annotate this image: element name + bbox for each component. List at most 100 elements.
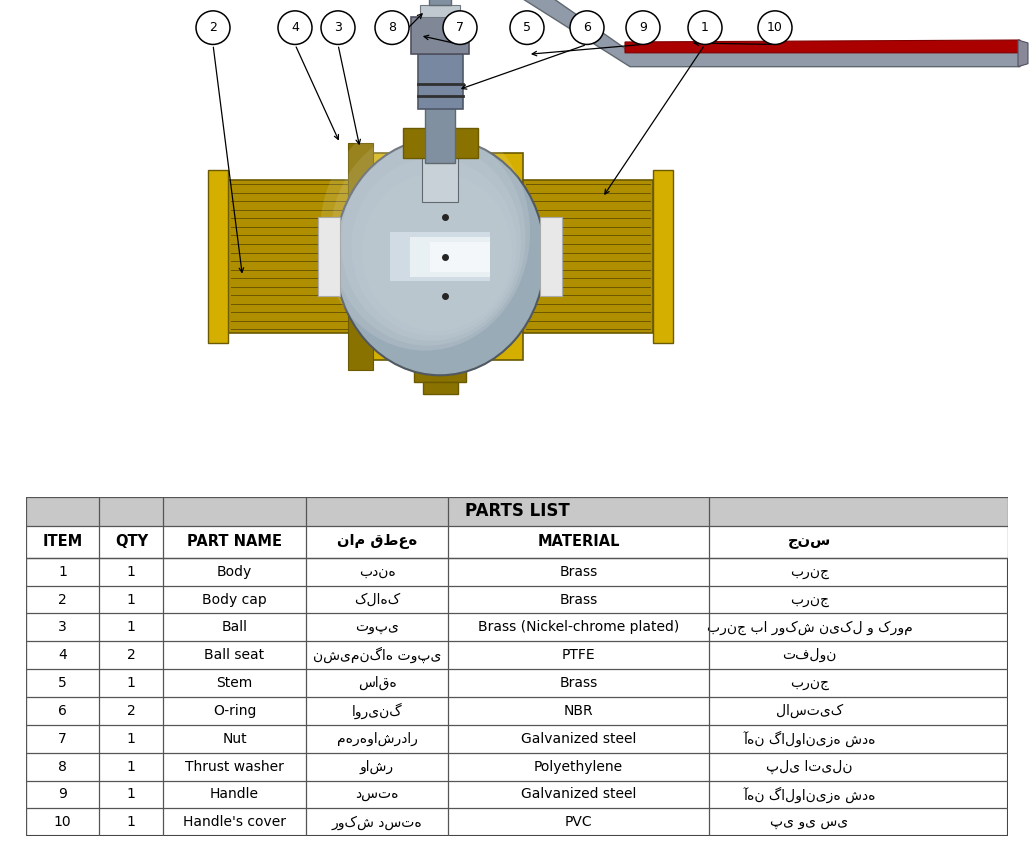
Text: 3: 3: [334, 21, 342, 34]
Bar: [26, 526, 1008, 558]
Text: برنج با روکش نیکل و کروم: برنج با روکش نیکل و کروم: [707, 621, 913, 634]
Text: Handle: Handle: [210, 788, 259, 801]
Text: مهرهواشردار: مهرهواشردار: [336, 732, 418, 746]
Text: 7: 7: [59, 732, 67, 745]
Text: 1: 1: [59, 565, 67, 579]
Text: 8: 8: [59, 760, 67, 773]
Bar: [26, 497, 1008, 526]
Text: 1: 1: [127, 593, 136, 606]
Circle shape: [196, 11, 230, 44]
Text: MATERIAL: MATERIAL: [537, 534, 619, 549]
Text: 1: 1: [127, 676, 136, 690]
Text: O-ring: O-ring: [213, 704, 256, 718]
Circle shape: [375, 11, 409, 44]
Text: لاستیک: لاستیک: [776, 704, 843, 718]
Text: Thrust washer: Thrust washer: [185, 760, 284, 773]
Text: Body cap: Body cap: [202, 593, 267, 606]
Bar: [227, 180, 357, 334]
Bar: [523, 180, 652, 334]
Text: 9: 9: [59, 788, 67, 801]
Bar: [348, 143, 372, 370]
Text: Nut: Nut: [222, 732, 247, 745]
Ellipse shape: [352, 158, 517, 336]
Text: 1: 1: [127, 565, 136, 579]
Circle shape: [278, 11, 312, 44]
Text: پلی اتیلن: پلی اتیلن: [767, 760, 853, 773]
Text: آهن گالوانیزه شده: آهن گالوانیزه شده: [743, 731, 876, 747]
Text: دسته: دسته: [355, 788, 399, 801]
Text: PVC: PVC: [565, 815, 593, 829]
Text: 1: 1: [127, 788, 136, 801]
Text: Galvanized steel: Galvanized steel: [521, 788, 636, 801]
Text: Handle's cover: Handle's cover: [183, 815, 286, 829]
Text: 5: 5: [59, 676, 67, 690]
Text: 2: 2: [127, 649, 136, 662]
Text: 1: 1: [701, 21, 709, 34]
Text: 9: 9: [639, 21, 647, 34]
Bar: [423, 382, 458, 394]
Ellipse shape: [330, 128, 526, 346]
Bar: [410, 237, 490, 277]
Text: 2: 2: [127, 704, 136, 718]
Polygon shape: [448, 0, 1020, 67]
Text: PART NAME: PART NAME: [187, 534, 282, 549]
Circle shape: [510, 11, 544, 44]
Text: Brass: Brass: [560, 676, 598, 690]
Text: Ball seat: Ball seat: [205, 649, 264, 662]
Text: پی وی سی: پی وی سی: [771, 815, 849, 829]
Text: Stem: Stem: [216, 676, 253, 690]
Polygon shape: [625, 40, 1020, 53]
Bar: [418, 54, 462, 109]
Text: PARTS LIST: PARTS LIST: [465, 502, 569, 520]
Text: برنج: برنج: [790, 676, 829, 690]
Text: نشیمنگاه توپی: نشیمنگاه توپی: [313, 647, 441, 663]
Polygon shape: [1018, 40, 1028, 67]
Text: 5: 5: [523, 21, 531, 34]
Text: Brass (Nickel-chrome plated): Brass (Nickel-chrome plated): [477, 621, 679, 634]
Text: Brass: Brass: [560, 593, 598, 606]
Text: واشر: واشر: [360, 760, 394, 773]
Text: تفلون: تفلون: [782, 648, 837, 662]
Bar: [208, 171, 227, 343]
Bar: [429, 0, 451, 5]
Text: جنس: جنس: [788, 534, 831, 549]
Bar: [411, 17, 469, 54]
Text: 10: 10: [54, 815, 71, 829]
Text: برنج: برنج: [790, 593, 829, 606]
Text: QTY: QTY: [115, 534, 148, 549]
Text: Ball: Ball: [221, 621, 248, 634]
Text: Galvanized steel: Galvanized steel: [521, 732, 636, 745]
Text: 2: 2: [209, 21, 217, 34]
Text: 10: 10: [767, 21, 783, 34]
Text: اورینگ: اورینگ: [352, 703, 402, 719]
Text: PTFE: PTFE: [562, 649, 596, 662]
Text: کلاهک: کلاهک: [354, 593, 400, 606]
Ellipse shape: [341, 143, 521, 340]
Circle shape: [321, 11, 355, 44]
Text: نام قطعه: نام قطعه: [336, 534, 417, 549]
Bar: [390, 232, 490, 282]
Text: بدنه: بدنه: [359, 565, 395, 579]
Text: ITEM: ITEM: [42, 534, 82, 549]
Text: 6: 6: [59, 704, 67, 718]
Text: توپی: توپی: [355, 621, 399, 634]
Text: 1: 1: [127, 621, 136, 634]
Ellipse shape: [335, 138, 545, 375]
Bar: [523, 180, 652, 334]
Bar: [227, 180, 357, 334]
Circle shape: [758, 11, 792, 44]
Text: 1: 1: [127, 732, 136, 745]
Circle shape: [443, 11, 477, 44]
Bar: [414, 361, 466, 382]
Text: 8: 8: [388, 21, 396, 34]
Text: 7: 7: [456, 21, 464, 34]
Text: 1: 1: [127, 760, 136, 773]
Bar: [402, 128, 477, 158]
Ellipse shape: [320, 114, 530, 351]
Text: 4: 4: [59, 649, 67, 662]
Text: NBR: NBR: [564, 704, 594, 718]
Text: آهن گالوانیزه شده: آهن گالوانیزه شده: [743, 786, 876, 802]
Text: 3: 3: [59, 621, 67, 634]
Text: روکش دسته: روکش دسته: [331, 815, 423, 829]
Bar: [318, 217, 340, 296]
